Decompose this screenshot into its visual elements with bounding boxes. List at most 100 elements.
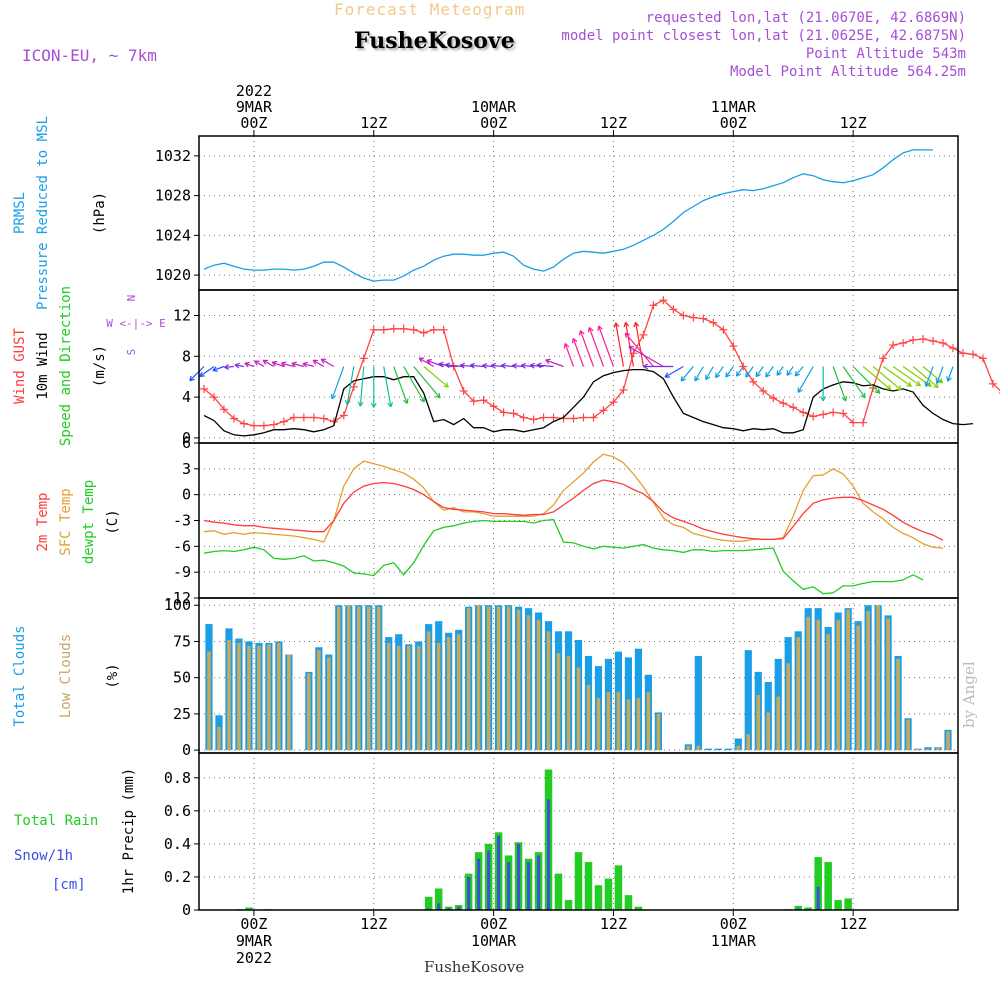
y-tick-label: 0.2: [164, 868, 191, 886]
wind-arrow-head: [776, 370, 782, 376]
rain-bar: [834, 900, 842, 910]
total-cloud-bar: [734, 738, 742, 751]
y-tick-label: 1028: [155, 187, 191, 205]
wind-arrow: [572, 338, 585, 367]
top-time-label: 11MAR: [711, 98, 757, 116]
temp-2m-line: [203, 479, 944, 541]
wind-arrow-head: [628, 345, 634, 352]
wind-arrow: [765, 366, 774, 378]
wind-arrow-head: [199, 371, 205, 378]
wind-arrow: [588, 327, 605, 367]
wind-arrow-head: [262, 359, 269, 365]
wind-arrow-head: [545, 358, 551, 365]
wind-arrow-head: [587, 327, 594, 333]
panel-precipitation: 0 0.2 0.4 0.6 0.8: [164, 753, 958, 919]
point-altitude: Point Altitude 543m: [805, 46, 966, 62]
wind-arrow: [936, 366, 944, 384]
wind-arrow: [735, 366, 744, 377]
low-cloud-bar: [756, 695, 761, 751]
snow-bar: [517, 843, 521, 910]
wind-series: [189, 296, 1000, 437]
wind-arrow-head: [906, 381, 912, 387]
wind-arrow: [680, 366, 694, 382]
model-altitude: Model Point Altitude 564.25m: [729, 64, 966, 80]
wind-arrow: [320, 358, 335, 368]
top-time-label: 12Z: [840, 114, 867, 132]
ylabel-hpa: (hPa): [92, 192, 108, 234]
wind-arrow-head: [529, 362, 535, 369]
ylabel-low-clouds: Low Clouds: [58, 634, 74, 718]
wind-arrow-head: [459, 362, 466, 369]
y-tick-label: 1020: [155, 266, 191, 284]
low-cloud-bar: [636, 697, 641, 751]
wind-arrow-head: [874, 388, 881, 394]
y-tick-label: -3: [173, 512, 191, 530]
ylabel-percent: (%): [105, 663, 121, 688]
compass-north: N: [125, 295, 138, 302]
low-cloud-bar: [936, 747, 940, 751]
low-cloud-bar: [686, 745, 691, 751]
low-cloud-bar: [806, 616, 810, 751]
wind-arrow: [312, 359, 325, 368]
wind-arrow: [912, 366, 939, 389]
wind-arrow: [413, 366, 441, 399]
wind-arrow: [530, 364, 544, 368]
panel-wind: 0 4 8 12: [173, 290, 958, 447]
wind-arrow-head: [435, 392, 441, 399]
bottom-time-label: 12Z: [360, 915, 387, 933]
wind-arrow-head: [302, 361, 308, 368]
chart-title: Forecast Meteogram: [334, 0, 526, 19]
low-cloud-bar: [406, 645, 411, 751]
rain-bar: [634, 906, 643, 910]
bottom-time-label: 9MAR: [236, 932, 273, 950]
ylabel-pressure: Pressure Reduced to MSL: [35, 116, 51, 310]
bottom-time-label: 00Z: [720, 915, 747, 933]
wind-arrow-head: [935, 378, 942, 384]
low-cloud-bar: [816, 619, 820, 751]
wind-arrow-head: [469, 362, 475, 369]
low-cloud-bar: [347, 605, 351, 751]
wind-arrow-head: [885, 384, 892, 391]
wind-arrow-head: [443, 382, 449, 388]
wind-arrow-head: [418, 357, 425, 363]
wind-arrow: [254, 360, 265, 368]
wind-arrow-head: [633, 321, 640, 328]
low-cloud-bar: [776, 696, 781, 751]
rain-bar: [614, 865, 623, 910]
wind-arrow: [624, 332, 654, 367]
low-cloud-bar: [626, 699, 631, 751]
wind-arrow-head: [714, 372, 721, 379]
precip-bars: [199, 769, 958, 911]
rain-bar: [424, 896, 433, 910]
bottom-time-label: 00Z: [240, 915, 267, 933]
wind-arrow: [234, 364, 245, 368]
rain-bar: [554, 873, 563, 910]
low-cloud-bar: [846, 609, 850, 751]
wind-arrow: [925, 366, 934, 387]
ylabel-speed-direction: Speed and Direction: [58, 286, 74, 446]
low-cloud-bar: [566, 655, 571, 751]
low-cloud-bar: [237, 642, 241, 751]
wind-arrow-head: [680, 376, 687, 382]
wind-arrow: [628, 346, 664, 368]
wind-arrow: [262, 359, 275, 368]
ylabel-prmsl: PRMSL: [12, 192, 28, 234]
low-cloud-bar: [876, 605, 880, 751]
low-cloud-bar: [786, 663, 791, 751]
low-cloud-bar: [356, 606, 361, 751]
wind-arrow-head: [946, 376, 952, 382]
snow-bar: [477, 858, 481, 910]
wind-arrow: [664, 365, 684, 378]
wind-arrow-head: [563, 343, 570, 349]
wind-arrow-head: [536, 362, 542, 369]
wind-arrow-head: [444, 362, 451, 369]
low-cloud-bar: [436, 642, 441, 751]
low-cloud-bar: [456, 634, 461, 751]
y-tick-label: 1032: [155, 147, 191, 165]
low-cloud-bar: [916, 748, 920, 751]
bottom-time-label: 12Z: [600, 915, 627, 933]
snow-bar: [497, 835, 501, 910]
wind-arrow-head: [841, 395, 848, 402]
wind-arrow: [755, 366, 764, 378]
